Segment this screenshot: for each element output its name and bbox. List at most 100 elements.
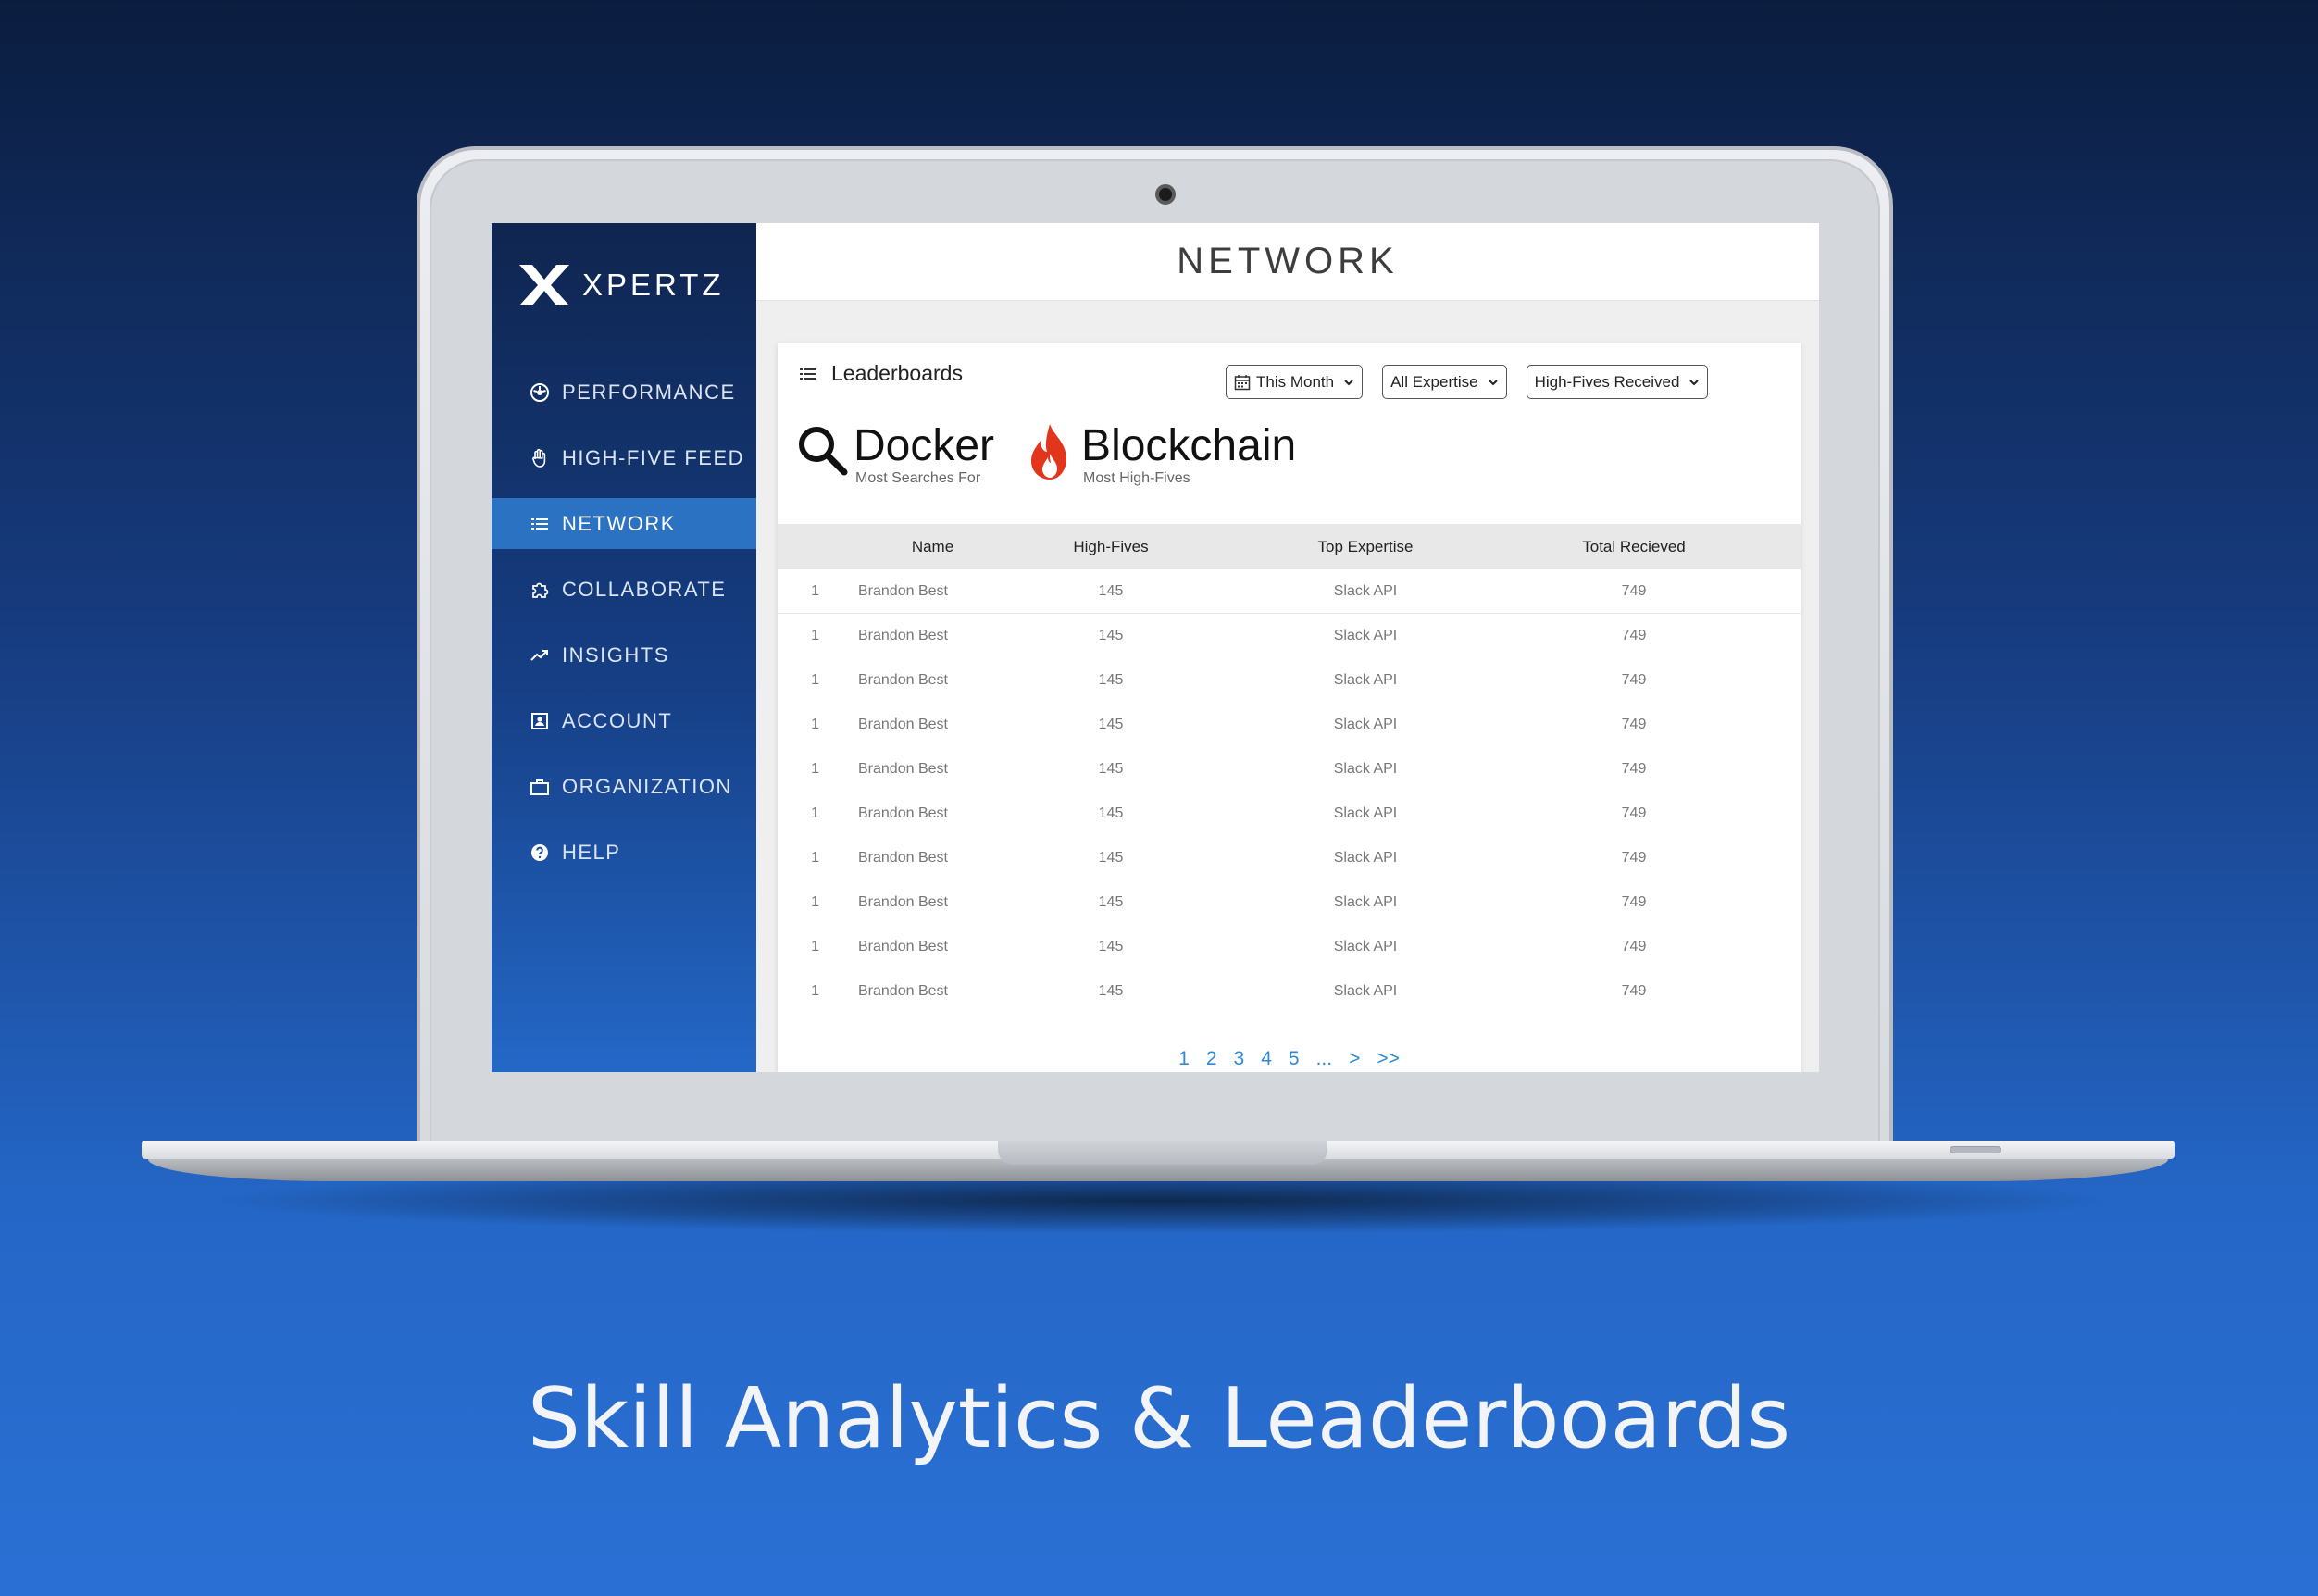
- card-header: Leaderboards: [798, 361, 963, 386]
- rank-cell: 1: [811, 628, 819, 643]
- table-body: 1 Brandon Best 145 Slack API 749 1 Brandon Bes…: [778, 569, 1801, 1014]
- dashboard-icon: [529, 381, 551, 404]
- table-row[interactable]: 1 Brandon Best 145 Slack API 749: [778, 880, 1801, 925]
- high-fives-cell: 145: [1098, 983, 1124, 999]
- total-cell: 749: [1621, 717, 1647, 732]
- expertise-cell: Slack API: [1333, 628, 1398, 643]
- expertise-cell: Slack API: [1333, 939, 1398, 954]
- calendar-icon: [1234, 374, 1251, 390]
- table-row[interactable]: 1 Brandon Best 145 Slack API 749: [778, 703, 1801, 747]
- expertise-dropdown[interactable]: All Expertise: [1382, 365, 1507, 399]
- leaderboard-card: Leaderboards This Month All Expertise Hi…: [778, 343, 1801, 1072]
- page-link[interactable]: 1: [1178, 1048, 1190, 1069]
- sidebar-item-collaborate[interactable]: COLLABORATE: [492, 564, 756, 615]
- table-row[interactable]: 1 Brandon Best 145 Slack API 749: [778, 792, 1801, 836]
- total-cell: 749: [1621, 983, 1647, 999]
- name-cell: Brandon Best: [858, 850, 948, 866]
- sidebar-item-network[interactable]: NETWORK: [492, 498, 756, 549]
- column-header-expertise[interactable]: Top Expertise: [1317, 537, 1414, 555]
- sidebar-item-insights[interactable]: INSIGHTS: [492, 630, 756, 680]
- filter-bar: This Month All Expertise High-Fives Rece…: [1226, 365, 1727, 399]
- table-row[interactable]: 1 Brandon Best 145 Slack API 749: [778, 569, 1801, 614]
- sidebar-item-label: NETWORK: [562, 511, 676, 535]
- rank-cell: 1: [811, 894, 819, 910]
- page-link[interactable]: 2: [1205, 1048, 1217, 1069]
- chevron-down-icon: [1689, 379, 1700, 385]
- chevron-down-icon: [1488, 379, 1498, 385]
- total-cell: 749: [1621, 939, 1647, 954]
- sidebar-item-organization[interactable]: ORGANIZATION: [492, 761, 756, 812]
- briefcase-icon: [529, 776, 551, 798]
- page-header: NETWORK: [756, 223, 1819, 301]
- total-cell: 749: [1621, 761, 1647, 777]
- page-link[interactable]: 3: [1233, 1048, 1245, 1069]
- sidebar-item-label: INSIGHTS: [562, 642, 669, 667]
- page-link[interactable]: 4: [1261, 1048, 1272, 1069]
- stat-value: Blockchain: [1081, 421, 1297, 470]
- sidebar-item-performance[interactable]: PERFORMANCE: [492, 367, 756, 418]
- stat-most-high-fives: Blockchain Most High-Fives: [1022, 422, 1296, 487]
- list-icon: [800, 368, 816, 380]
- expertise-value: All Expertise: [1390, 372, 1478, 391]
- rank-cell: 1: [811, 939, 819, 954]
- column-header-total[interactable]: Total Recieved: [1582, 537, 1686, 555]
- expertise-cell: Slack API: [1333, 761, 1398, 777]
- sidebar-item-high-five-feed[interactable]: HIGH-FIVE FEED: [492, 432, 756, 483]
- expertise-cell: Slack API: [1333, 672, 1398, 688]
- card-title: Leaderboards: [831, 361, 963, 385]
- main-content: NETWORK Leaderboards This Month All Expe…: [756, 223, 1819, 1072]
- name-cell: Brandon Best: [858, 761, 948, 777]
- help-icon: [529, 842, 551, 864]
- table-row[interactable]: 1 Brandon Best 145 Slack API 749: [778, 969, 1801, 1014]
- puzzle-icon: [529, 579, 551, 601]
- table-row[interactable]: 1 Brandon Best 145 Slack API 749: [778, 747, 1801, 792]
- expertise-cell: Slack API: [1333, 983, 1398, 999]
- rank-cell: 1: [811, 672, 819, 688]
- stat-label: Most Searches For: [855, 470, 981, 486]
- total-cell: 749: [1621, 582, 1647, 599]
- brand-name: XPERTZ: [582, 268, 725, 302]
- high-fives-cell: 145: [1098, 805, 1124, 821]
- sidebar-nav: PERFORMANCE HIGH-FIVE FEED NETWORK COLLA…: [492, 367, 756, 892]
- sidebar-item-account[interactable]: ACCOUNT: [492, 695, 756, 746]
- expertise-cell: Slack API: [1333, 582, 1398, 599]
- period-dropdown[interactable]: This Month: [1226, 365, 1364, 399]
- page-link[interactable]: ...: [1315, 1048, 1333, 1069]
- expertise-cell: Slack API: [1333, 850, 1398, 866]
- high-fives-cell: 145: [1098, 628, 1124, 643]
- brand-logo[interactable]: XPERTZ: [517, 262, 725, 308]
- page-title: NETWORK: [1177, 241, 1399, 281]
- metric-dropdown[interactable]: High-Fives Received: [1526, 365, 1709, 399]
- highlight-stats: Docker Most Searches For Blockchain Most…: [794, 422, 1324, 487]
- column-header-high-fives[interactable]: High-Fives: [1073, 537, 1149, 555]
- expertise-cell: Slack API: [1333, 717, 1398, 732]
- column-header-name[interactable]: Name: [911, 537, 954, 555]
- hand-icon: [529, 447, 551, 469]
- table-row[interactable]: 1 Brandon Best 145 Slack API 749: [778, 836, 1801, 880]
- table-row[interactable]: 1 Brandon Best 145 Slack API 749: [778, 925, 1801, 969]
- high-fives-cell: 145: [1098, 717, 1124, 732]
- stat-label: Most High-Fives: [1083, 470, 1190, 486]
- stat-most-searched: Docker Most Searches For: [794, 422, 994, 487]
- xpertz-logo-icon: [519, 265, 569, 305]
- sidebar-item-help[interactable]: HELP: [492, 827, 756, 878]
- name-cell: Brandon Best: [858, 939, 948, 954]
- table-row[interactable]: 1 Brandon Best 145 Slack API 749: [778, 614, 1801, 658]
- page-link[interactable]: 5: [1288, 1048, 1300, 1069]
- total-cell: 749: [1621, 805, 1647, 821]
- page-link[interactable]: >: [1349, 1048, 1361, 1069]
- name-cell: Brandon Best: [858, 805, 948, 821]
- account-icon: [529, 710, 551, 732]
- fire-icon: [1031, 424, 1067, 480]
- expertise-cell: Slack API: [1333, 894, 1398, 910]
- total-cell: 749: [1621, 850, 1647, 866]
- page-link[interactable]: >>: [1377, 1048, 1400, 1069]
- expertise-cell: Slack API: [1333, 805, 1398, 821]
- high-fives-cell: 145: [1098, 894, 1124, 910]
- name-cell: Brandon Best: [858, 672, 948, 688]
- table-row[interactable]: 1 Brandon Best 145 Slack API 749: [778, 658, 1801, 703]
- name-cell: Brandon Best: [858, 983, 948, 999]
- list-icon: [529, 513, 551, 535]
- rank-cell: 1: [811, 850, 819, 866]
- laptop-hinge-notch: [998, 1141, 1327, 1165]
